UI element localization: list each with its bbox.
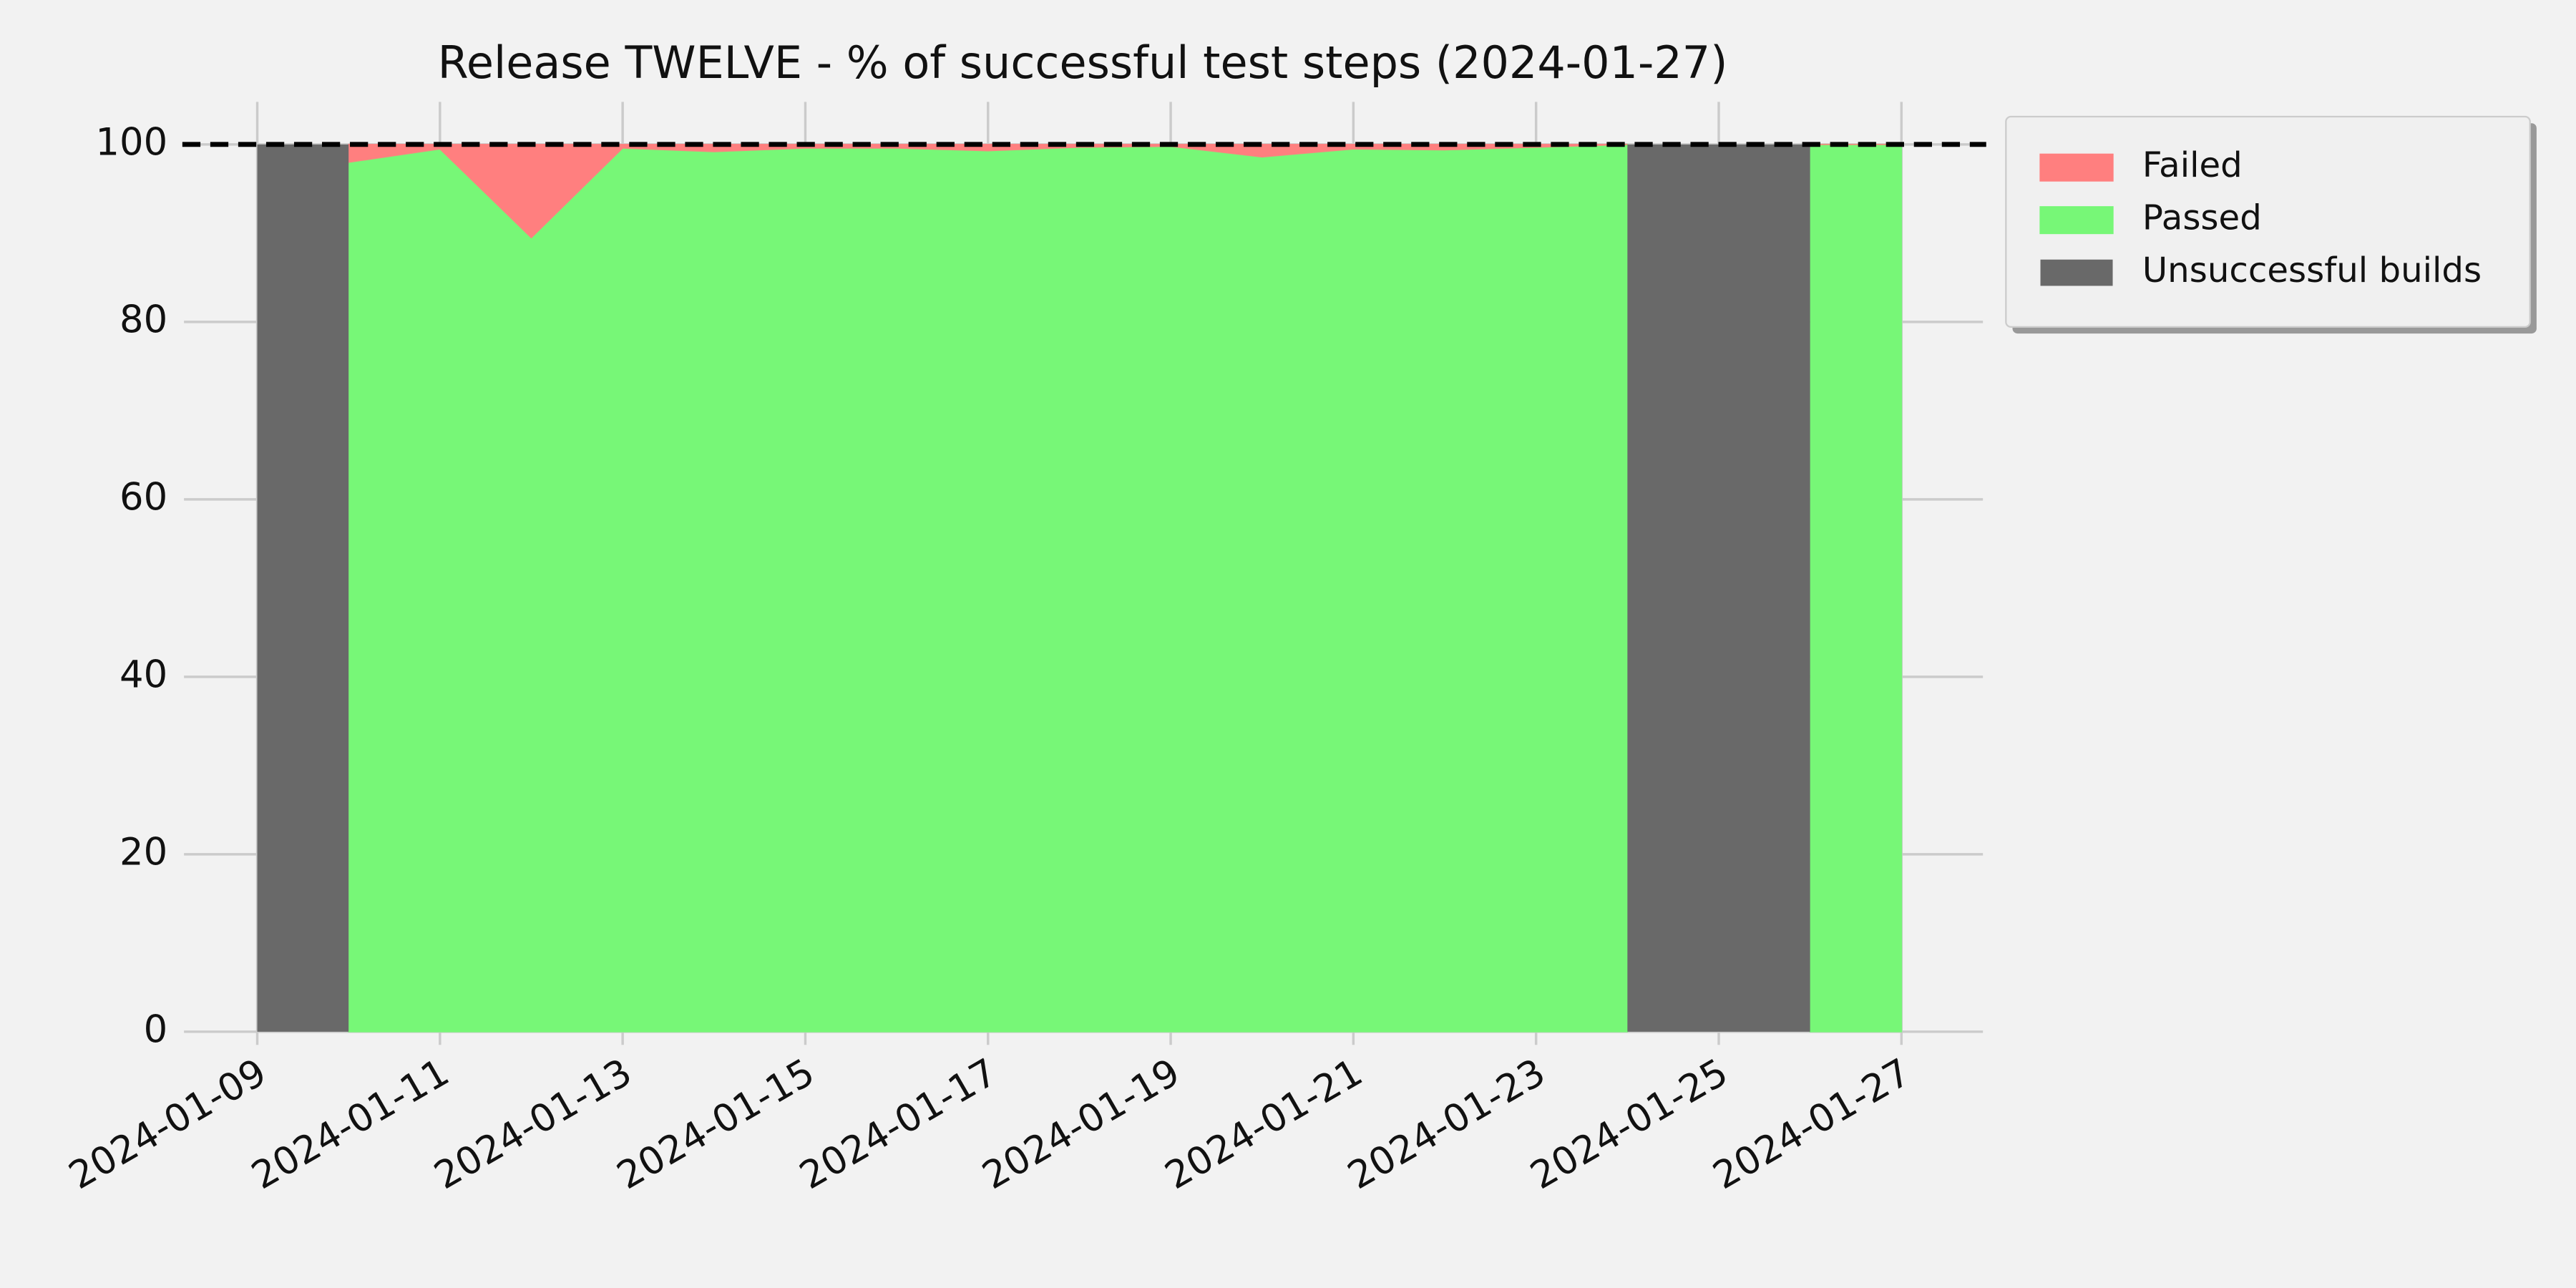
y-tick-label: 20 — [119, 830, 167, 874]
chart-title: Release TWELVE - % of successful test st… — [438, 36, 1728, 89]
legend: Failed Passed Unsuccessful builds — [2005, 115, 2537, 334]
unsuccessful-bar — [1718, 144, 1810, 1032]
area-0 — [1809, 143, 1903, 1033]
unsuccessful-bar — [257, 144, 349, 1032]
legend-box — [2005, 115, 2531, 328]
y-tick-label: 40 — [119, 653, 167, 696]
unsuccessful-bar — [1627, 144, 1719, 1032]
y-tick-label: 80 — [119, 298, 167, 342]
legend-swatch — [2039, 153, 2114, 182]
y-tick-label: 0 — [144, 1008, 168, 1051]
legend-swatch — [2040, 259, 2113, 286]
legend-label: Unsuccessful builds — [2142, 250, 2482, 291]
legend-swatch — [2039, 206, 2114, 235]
y-tick-label: 60 — [119, 475, 167, 519]
legend-label: Failed — [2142, 145, 2243, 185]
y-tick-label: 100 — [95, 121, 167, 165]
legend-label: Passed — [2142, 198, 2262, 238]
area-0 — [348, 143, 1629, 1033]
